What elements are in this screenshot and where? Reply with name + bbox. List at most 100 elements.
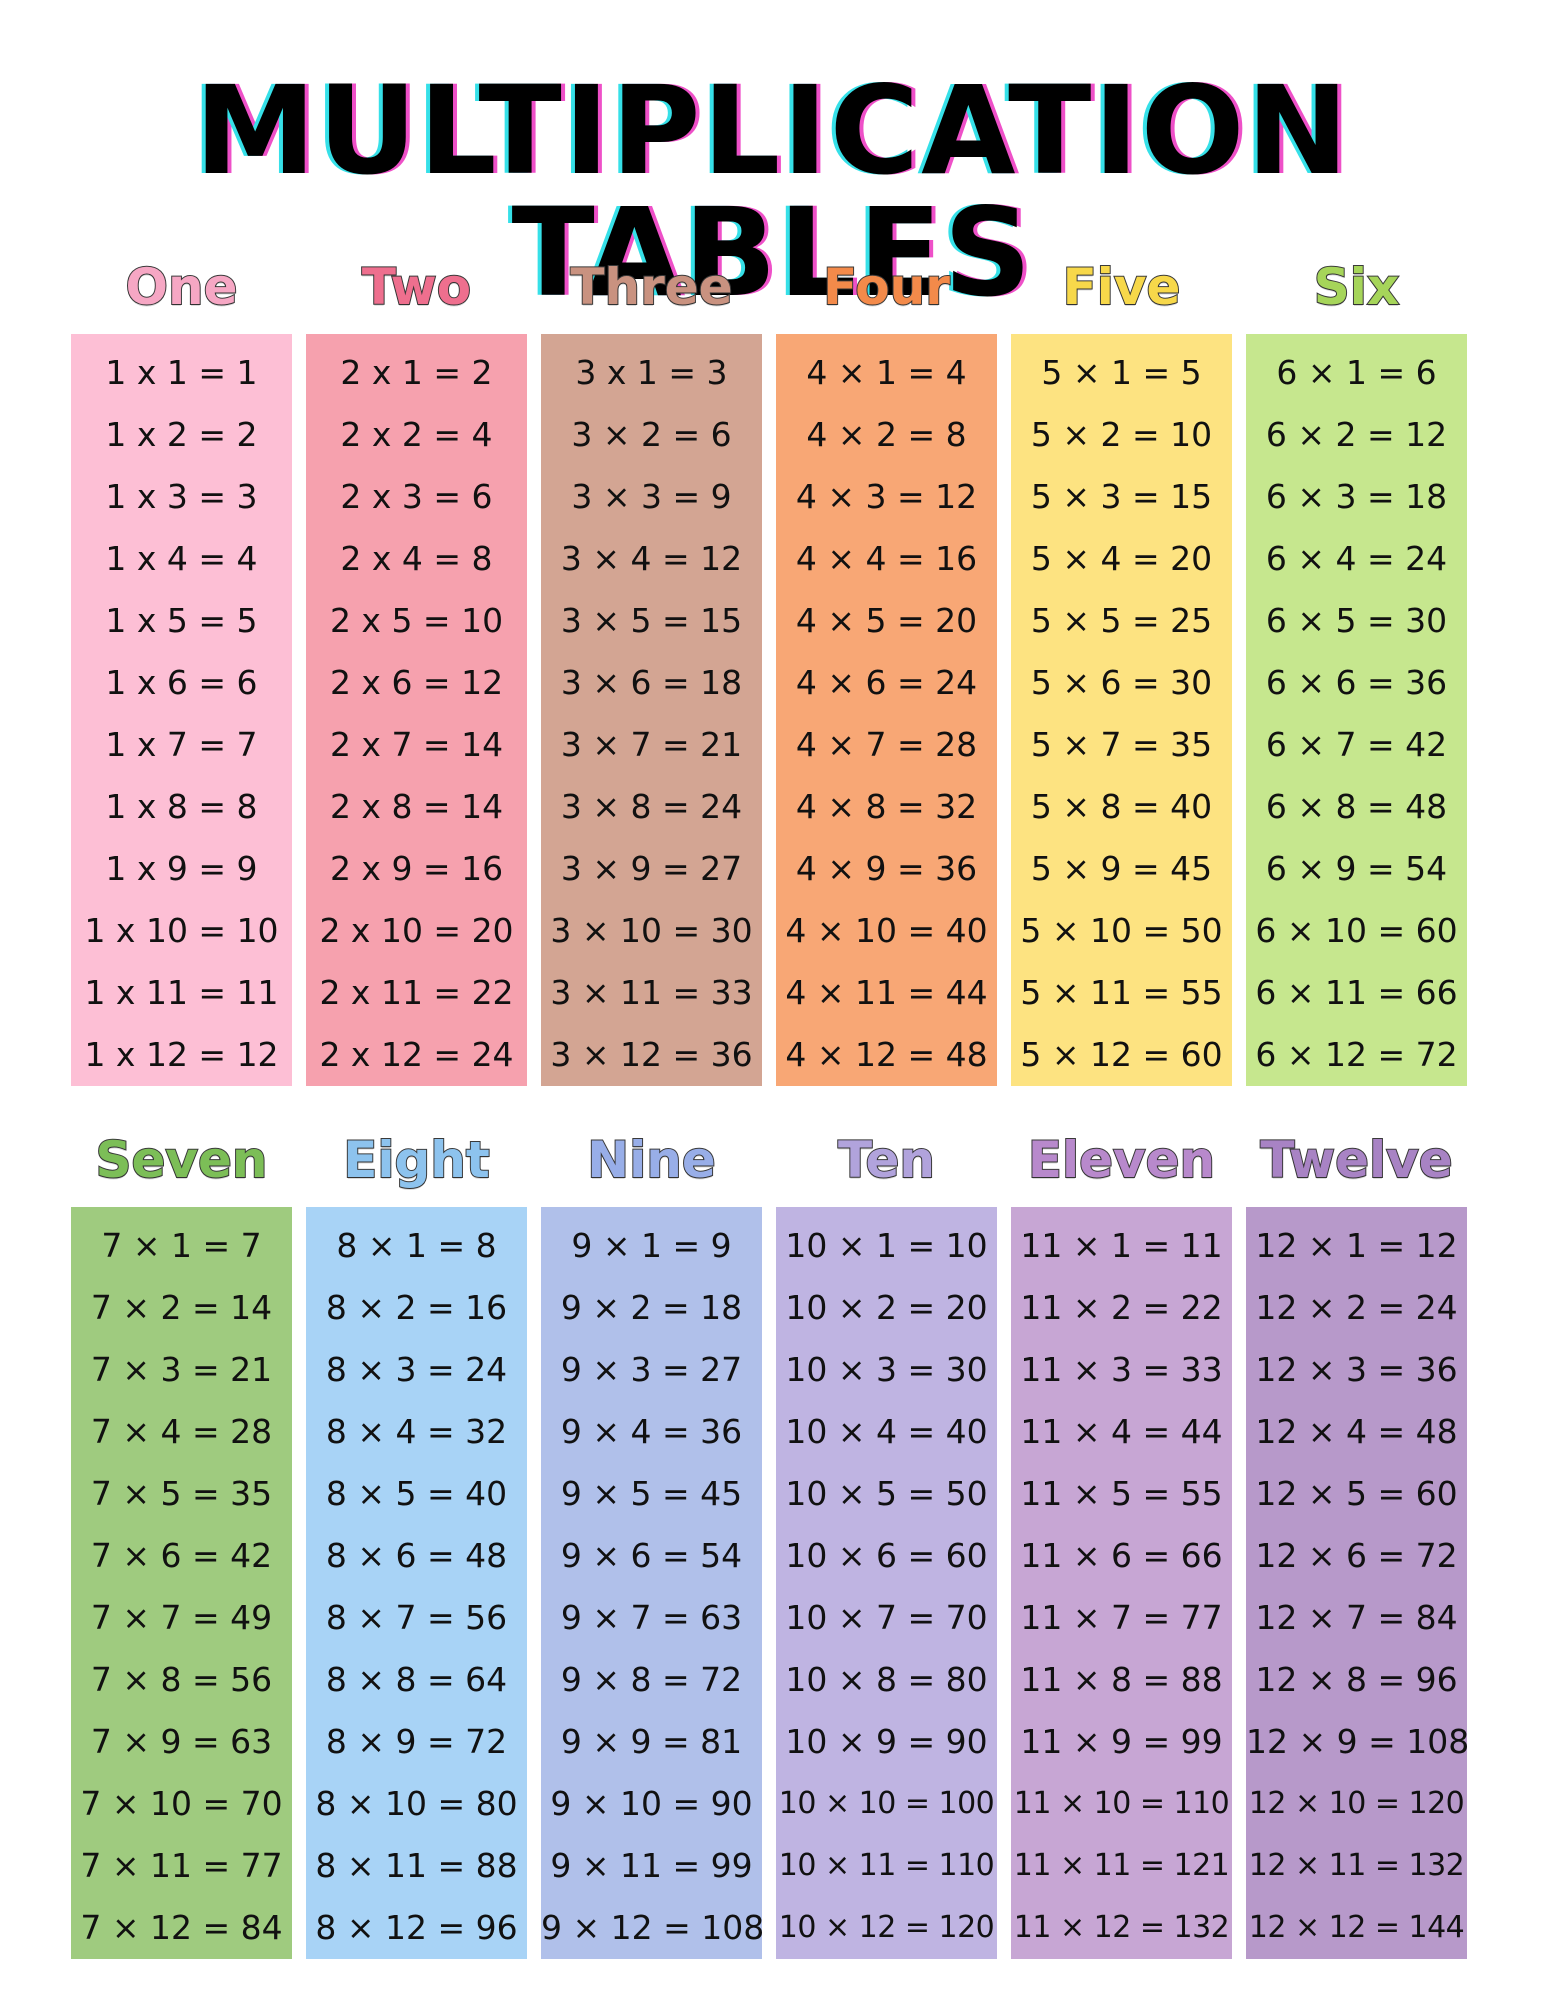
table-row: 1 x 12 = 12 bbox=[84, 1035, 279, 1074]
table-row: 9 × 1 = 9 bbox=[571, 1226, 732, 1265]
table-row: 4 × 11 = 44 bbox=[785, 973, 988, 1012]
table-row: 9 × 4 = 36 bbox=[560, 1412, 743, 1451]
table-row: 5 × 3 = 15 bbox=[1030, 477, 1213, 516]
table-row: 9 × 2 = 18 bbox=[560, 1288, 743, 1327]
table-row: 7 × 1 = 7 bbox=[101, 1226, 262, 1265]
table-row: 1 x 1 = 1 bbox=[105, 353, 258, 392]
table-row: 8 × 8 = 64 bbox=[325, 1660, 508, 1699]
table-row: 7 × 4 = 28 bbox=[90, 1412, 273, 1451]
table-row: 10 × 9 = 90 bbox=[785, 1722, 988, 1761]
table-row: 2 x 1 = 2 bbox=[340, 353, 493, 392]
table-row: 8 × 12 = 96 bbox=[315, 1908, 518, 1947]
table-row: 5 × 2 = 10 bbox=[1030, 415, 1213, 454]
table-row: 6 × 3 = 18 bbox=[1265, 477, 1448, 516]
table-row: 9 × 7 = 63 bbox=[560, 1598, 743, 1637]
table-heading: Ten bbox=[837, 1130, 936, 1190]
table-row: 11 × 8 = 88 bbox=[1020, 1660, 1223, 1699]
table-row: 10 × 5 = 50 bbox=[785, 1474, 988, 1513]
table-row: 6 × 4 = 24 bbox=[1265, 539, 1448, 578]
table-row: 4 × 6 = 24 bbox=[795, 663, 978, 702]
table-heading: Seven bbox=[94, 1130, 268, 1190]
table-row: 6 × 12 = 72 bbox=[1255, 1035, 1458, 1074]
table-panel: 9 × 1 = 9 9 × 2 = 18 9 × 3 = 27 9 × 4 = 36 9… bbox=[541, 1207, 765, 1959]
table-row: 8 × 4 = 32 bbox=[325, 1412, 508, 1451]
table-row: 1 x 11 = 11 bbox=[84, 973, 279, 1012]
table-row: 12 × 3 = 36 bbox=[1255, 1350, 1458, 1389]
table-row: 7 × 5 = 35 bbox=[90, 1474, 273, 1513]
table-row: 5 × 8 = 40 bbox=[1030, 787, 1213, 826]
table-row: 2 x 3 = 6 bbox=[340, 477, 493, 516]
table-row: 9 × 11 = 99 bbox=[550, 1846, 753, 1885]
table-row: 4 × 3 = 12 bbox=[795, 477, 978, 516]
table-row: 12 × 5 = 60 bbox=[1255, 1474, 1458, 1513]
table-row: 1 x 3 = 3 bbox=[105, 477, 258, 516]
table-row: 8 × 1 = 8 bbox=[336, 1226, 497, 1265]
table-row: 5 × 5 = 25 bbox=[1030, 601, 1213, 640]
table-row: 8 × 11 = 88 bbox=[315, 1846, 518, 1885]
table-heading: Three bbox=[569, 257, 733, 317]
table-row: 9 × 8 = 72 bbox=[560, 1660, 743, 1699]
table-heading: Four bbox=[822, 257, 951, 317]
table-row: 6 × 7 = 42 bbox=[1265, 725, 1448, 764]
table-row: 11 × 12 = 132 bbox=[1013, 1910, 1230, 1945]
table-row: 10 × 7 = 70 bbox=[785, 1598, 988, 1637]
table-row: 4 × 9 = 36 bbox=[795, 849, 978, 888]
table-row: 3 × 9 = 27 bbox=[560, 849, 743, 888]
table-row: 5 × 7 = 35 bbox=[1030, 725, 1213, 764]
table-row: 6 × 11 = 66 bbox=[1255, 973, 1458, 1012]
table-row: 10 × 8 = 80 bbox=[785, 1660, 988, 1699]
table-row: 2 x 7 = 14 bbox=[329, 725, 504, 764]
table-row: 5 × 6 = 30 bbox=[1030, 663, 1213, 702]
table-row: 10 × 10 = 100 bbox=[778, 1786, 995, 1821]
table-row: 4 × 1 = 4 bbox=[806, 353, 967, 392]
table-row: 5 × 12 = 60 bbox=[1020, 1035, 1223, 1074]
table-row: 12 × 12 = 144 bbox=[1248, 1910, 1465, 1945]
table-row: 10 × 6 = 60 bbox=[785, 1536, 988, 1575]
table-row: 7 × 8 = 56 bbox=[90, 1660, 273, 1699]
table-row: 12 × 6 = 72 bbox=[1255, 1536, 1458, 1575]
table-row: 10 × 3 = 30 bbox=[785, 1350, 988, 1389]
table-panel: 3 x 1 = 3 3 × 2 = 6 3 × 3 = 9 3 × 4 = 12 3 ×… bbox=[541, 334, 762, 1086]
table-row: 7 × 2 = 14 bbox=[90, 1288, 273, 1327]
table-row: 1 x 10 = 10 bbox=[84, 911, 279, 950]
table-panel: 4 × 1 = 4 4 × 2 = 8 4 × 3 = 12 4 × 4 = 16 4 … bbox=[776, 334, 997, 1086]
table-row: 7 × 3 = 21 bbox=[90, 1350, 273, 1389]
table-row: 6 × 2 = 12 bbox=[1265, 415, 1448, 454]
table-row: 12 × 1 = 12 bbox=[1255, 1226, 1458, 1265]
table-panel: 10 × 1 = 10 10 × 2 = 20 10 × 3 = 30 10 × 4 … bbox=[776, 1207, 997, 1959]
table-row: 11 × 2 = 22 bbox=[1020, 1288, 1223, 1327]
table-row: 2 x 9 = 16 bbox=[329, 849, 504, 888]
table-row: 2 x 8 = 14 bbox=[329, 787, 504, 826]
table-panel: 2 x 1 = 2 2 x 2 = 4 2 x 3 = 6 2 x 4 = 8 2 x … bbox=[306, 334, 527, 1086]
table-panel: 5 × 1 = 5 5 × 2 = 10 5 × 3 = 15 5 × 4 = 20 5… bbox=[1011, 334, 1232, 1086]
table-row: 1 x 6 = 6 bbox=[105, 663, 258, 702]
table-row: 7 × 11 = 77 bbox=[80, 1846, 283, 1885]
table-row: 5 × 11 = 55 bbox=[1020, 973, 1223, 1012]
table-panel: 11 × 1 = 11 11 × 2 = 22 11 × 3 = 33 11 × 4 … bbox=[1011, 1207, 1232, 1959]
table-row: 1 x 5 = 5 bbox=[105, 601, 258, 640]
table-row: 7 × 9 = 63 bbox=[90, 1722, 273, 1761]
table-row: 6 × 1 = 6 bbox=[1276, 353, 1437, 392]
table-row: 4 × 7 = 28 bbox=[795, 725, 978, 764]
table-row: 3 x 1 = 3 bbox=[575, 353, 728, 392]
table-row: 3 × 8 = 24 bbox=[560, 787, 743, 826]
table-row: 11 × 6 = 66 bbox=[1020, 1536, 1223, 1575]
table-row: 9 × 12 = 108 bbox=[541, 1908, 765, 1947]
table-row: 8 × 3 = 24 bbox=[325, 1350, 508, 1389]
table-panel: 12 × 1 = 12 12 × 2 = 24 12 × 3 = 36 12 × 4 … bbox=[1246, 1207, 1469, 1959]
table-row: 8 × 5 = 40 bbox=[325, 1474, 508, 1513]
table-row: 9 × 6 = 54 bbox=[560, 1536, 743, 1575]
table-row: 6 × 6 = 36 bbox=[1265, 663, 1448, 702]
page-title: MULTIPLICATION TABLES bbox=[194, 60, 1351, 324]
table-row: 12 × 8 = 96 bbox=[1255, 1660, 1458, 1699]
table-row: 3 × 4 = 12 bbox=[560, 539, 743, 578]
table-row: 12 × 2 = 24 bbox=[1255, 1288, 1458, 1327]
table-heading: Eleven bbox=[1027, 1130, 1216, 1190]
table-row: 2 x 12 = 24 bbox=[319, 1035, 514, 1074]
table-row: 12 × 11 = 132 bbox=[1248, 1848, 1465, 1883]
table-row: 3 × 3 = 9 bbox=[571, 477, 732, 516]
table-row: 12 × 10 = 120 bbox=[1248, 1786, 1465, 1821]
table-row: 11 × 4 = 44 bbox=[1020, 1412, 1223, 1451]
table-row: 3 × 5 = 15 bbox=[560, 601, 743, 640]
